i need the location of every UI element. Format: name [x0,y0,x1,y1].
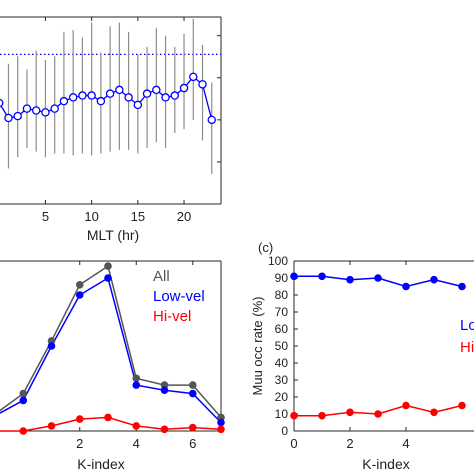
y-axis-label: Muu occ rate (%) [250,297,265,396]
data-point [152,85,161,95]
data-point [179,83,189,93]
data-point [104,274,112,282]
panel-mlt: 5 10 15 20 MLT (hr) [0,16,222,243]
data-point [374,410,382,418]
x-tick-label: 10 [84,209,98,224]
data-point [188,423,197,432]
data-point [160,425,169,434]
data-point [87,91,96,100]
y-tick-label: 100 [268,254,288,268]
x-tick-label: 2 [76,436,83,451]
data-point [458,401,466,410]
data-point [217,418,225,427]
data-point [430,275,438,284]
y-tick-label: 0 [281,424,288,438]
legend-entry: Hi-vel [153,308,191,325]
x-axis-label: K-index [77,456,124,472]
data-point [19,396,28,405]
data-point [142,89,152,98]
data-point [47,342,56,350]
data-point [75,291,84,299]
data-point [59,96,69,106]
data-point [115,85,124,95]
data-point [133,100,143,110]
legend-entry: Lo [460,317,474,334]
x-tick-label: 6 [189,436,196,451]
data-point [31,106,41,115]
data-point [96,96,106,106]
panel-k-index-all: 2 4 6 All Low-vel Hi-vel K-index [0,260,225,472]
data-point [132,381,141,389]
x-axis-label: MLT (hr) [87,227,139,243]
legend-entry: Low-vel [153,288,205,305]
y-tick-label: 30 [275,373,289,387]
y-tick-label: 70 [275,305,289,319]
data-point [160,386,169,395]
data-point [189,72,198,82]
y-tick-label: 20 [275,390,289,404]
legend-entry: Hi [460,339,474,356]
data-point [188,389,197,398]
x-tick-label: 2 [346,436,353,451]
data-point [19,427,28,435]
data-point [188,381,197,389]
y-tick-label: 50 [275,339,289,353]
data-point [41,108,50,117]
data-point [19,389,28,398]
data-point [104,413,112,422]
data-point [402,401,410,410]
data-point [50,104,59,113]
x-axis-label: K-index [362,456,409,472]
y-tick-label: 90 [275,271,289,285]
data-point [75,281,84,289]
data-point [217,425,225,434]
y-tick-label: 80 [275,288,289,302]
data-point [402,282,410,291]
y-tick-label: 60 [275,322,289,336]
data-point [124,93,133,102]
data-point [207,115,217,125]
data-point [170,91,180,100]
data-point [78,91,87,100]
data-point [13,111,22,121]
data-point [318,411,326,420]
y-tick-label: 40 [275,356,289,370]
data-point [346,275,354,284]
x-tick-label: 15 [131,209,145,224]
x-tick-label: 4 [133,436,140,451]
data-point [0,98,4,108]
data-point [47,422,56,430]
x-tick-label: 4 [402,436,409,451]
series-line [0,75,213,121]
x-tick-label: 20 [177,209,191,224]
panel-label: (c) [258,240,273,255]
legend-entry: All [153,268,170,285]
data-point [22,104,32,113]
data-point [104,262,112,270]
data-point [290,272,298,281]
data-point [75,415,84,423]
x-tick-label: 0 [290,436,297,451]
data-point [132,374,141,383]
data-point [161,93,170,102]
data-point [430,408,438,417]
y-tick-label: 10 [275,407,289,421]
data-point [346,408,354,417]
data-point [374,274,382,282]
data-point [198,80,207,89]
data-point [4,113,13,123]
data-point [458,282,466,291]
data-point [105,89,115,98]
data-point [290,411,298,420]
x-tick-label: 5 [42,209,49,224]
data-point [68,93,78,102]
data-point [318,272,326,281]
data-point [132,422,141,430]
